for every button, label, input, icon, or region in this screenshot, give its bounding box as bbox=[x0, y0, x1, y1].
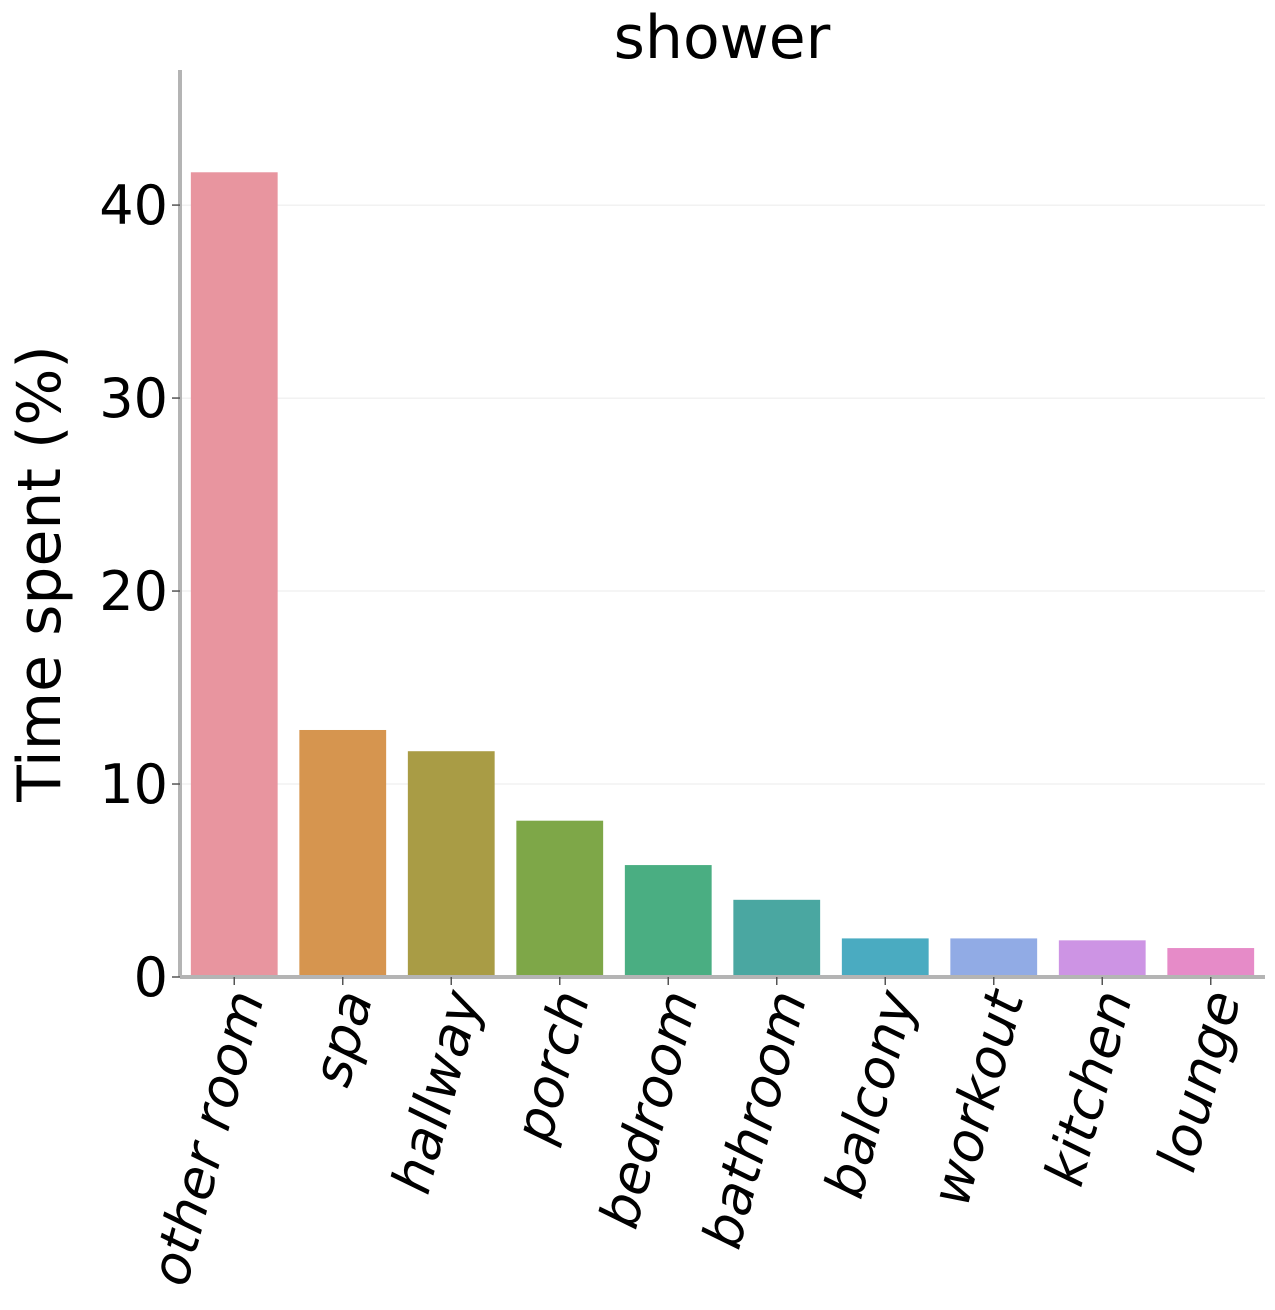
x-tick-label: other room bbox=[138, 984, 277, 1292]
x-tick-label: kitchen bbox=[1032, 984, 1144, 1192]
x-tick-label: spa bbox=[300, 984, 386, 1093]
bar-spa bbox=[299, 729, 387, 977]
y-tick-label: 10 bbox=[99, 753, 168, 816]
bar-kitchen bbox=[1058, 940, 1146, 977]
bar-porch bbox=[516, 820, 604, 977]
y-tick-label: 0 bbox=[134, 946, 168, 1009]
bar-workout bbox=[950, 938, 1038, 977]
y-tick-layer: 0 10 20 30 40 bbox=[99, 174, 180, 1009]
bar-other-room bbox=[190, 172, 278, 978]
bar-bedroom bbox=[624, 865, 712, 977]
y-axis-label: Time spent (%) bbox=[5, 345, 75, 803]
bar-bathroom bbox=[733, 899, 821, 977]
bar-hallway bbox=[407, 751, 495, 977]
x-tick-label: bathroom bbox=[690, 984, 819, 1255]
y-tick-label: 20 bbox=[99, 560, 168, 623]
x-tick-label: bedroom bbox=[587, 984, 711, 1235]
x-tick-label: porch bbox=[501, 984, 602, 1149]
y-tick-label: 30 bbox=[99, 367, 168, 430]
x-tick-label: lounge bbox=[1145, 984, 1253, 1178]
x-tick-label: hallway bbox=[379, 983, 494, 1200]
chart-title: shower bbox=[614, 3, 831, 73]
x-tick-label: balcony bbox=[812, 983, 928, 1204]
y-tick-label: 40 bbox=[99, 174, 168, 237]
bar-lounge bbox=[1167, 948, 1255, 977]
bar-layer bbox=[190, 172, 1255, 978]
x-tick-label: workout bbox=[919, 982, 1037, 1212]
grid-layer bbox=[180, 204, 1265, 785]
bar-balcony bbox=[841, 938, 929, 977]
